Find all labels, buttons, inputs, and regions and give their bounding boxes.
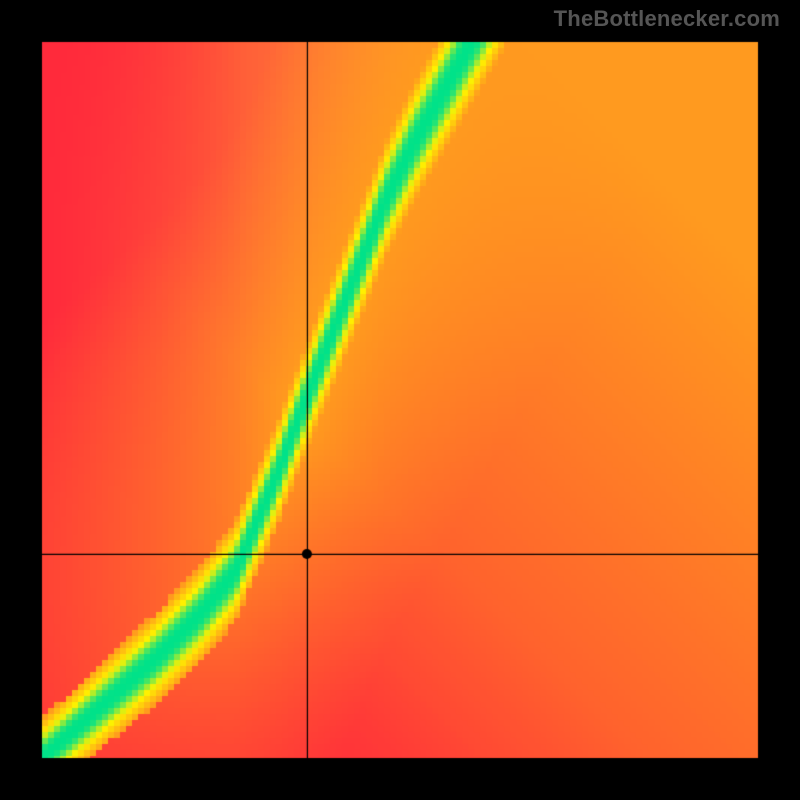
chart-container: { "watermark": { "text": "TheBottlenecke… bbox=[0, 0, 800, 800]
heatmap-canvas bbox=[0, 0, 800, 800]
watermark-text: TheBottlenecker.com bbox=[554, 6, 780, 32]
